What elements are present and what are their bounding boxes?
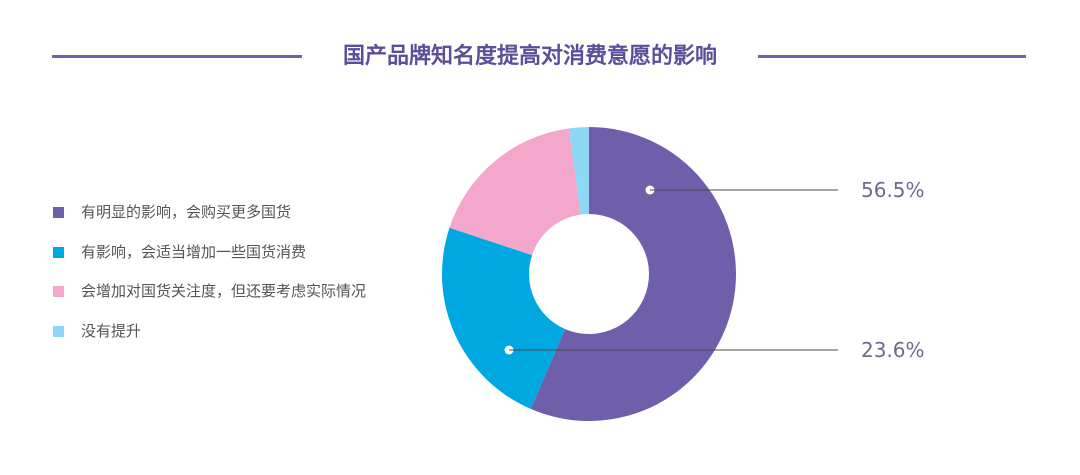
legend-swatch <box>53 207 64 218</box>
legend-label: 会增加对国货关注度，但还要考虑实际情况 <box>81 282 367 300</box>
legend-label: 有明显的影响，会购买更多国货 <box>81 203 292 221</box>
title-divider-left <box>52 55 302 58</box>
legend-swatch <box>53 325 64 337</box>
donut-slice <box>449 128 581 256</box>
data-label: 23.6% <box>861 338 925 362</box>
legend-swatch <box>53 286 64 297</box>
title-divider-right <box>758 55 1026 58</box>
chart-title-row: 国产品牌知名度提高对消费意愿的影响 <box>0 38 1080 78</box>
legend-swatch <box>53 246 64 258</box>
legend-label: 有影响，会适当增加一些国货消费 <box>81 242 307 261</box>
legend-label: 没有提升 <box>81 321 142 340</box>
donut-slice <box>442 227 566 409</box>
data-label: 56.5% <box>861 178 925 202</box>
chart-title: 国产品牌知名度提高对消费意愿的影响 <box>342 44 717 69</box>
donut-slice <box>568 127 589 215</box>
donut-slice <box>530 127 736 421</box>
